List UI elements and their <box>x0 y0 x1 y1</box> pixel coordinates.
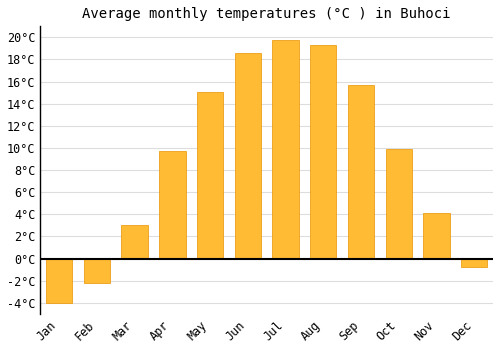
Bar <box>122 225 148 259</box>
Bar <box>386 149 412 259</box>
Bar <box>424 213 450 259</box>
Bar <box>46 259 72 303</box>
Bar <box>461 259 487 267</box>
Bar <box>348 85 374 259</box>
Bar <box>310 45 336 259</box>
Bar <box>84 259 110 283</box>
Bar <box>234 53 261 259</box>
Bar <box>197 92 224 259</box>
Title: Average monthly temperatures (°C ) in Buhoci: Average monthly temperatures (°C ) in Bu… <box>82 7 451 21</box>
Bar <box>272 40 299 259</box>
Bar <box>159 151 186 259</box>
